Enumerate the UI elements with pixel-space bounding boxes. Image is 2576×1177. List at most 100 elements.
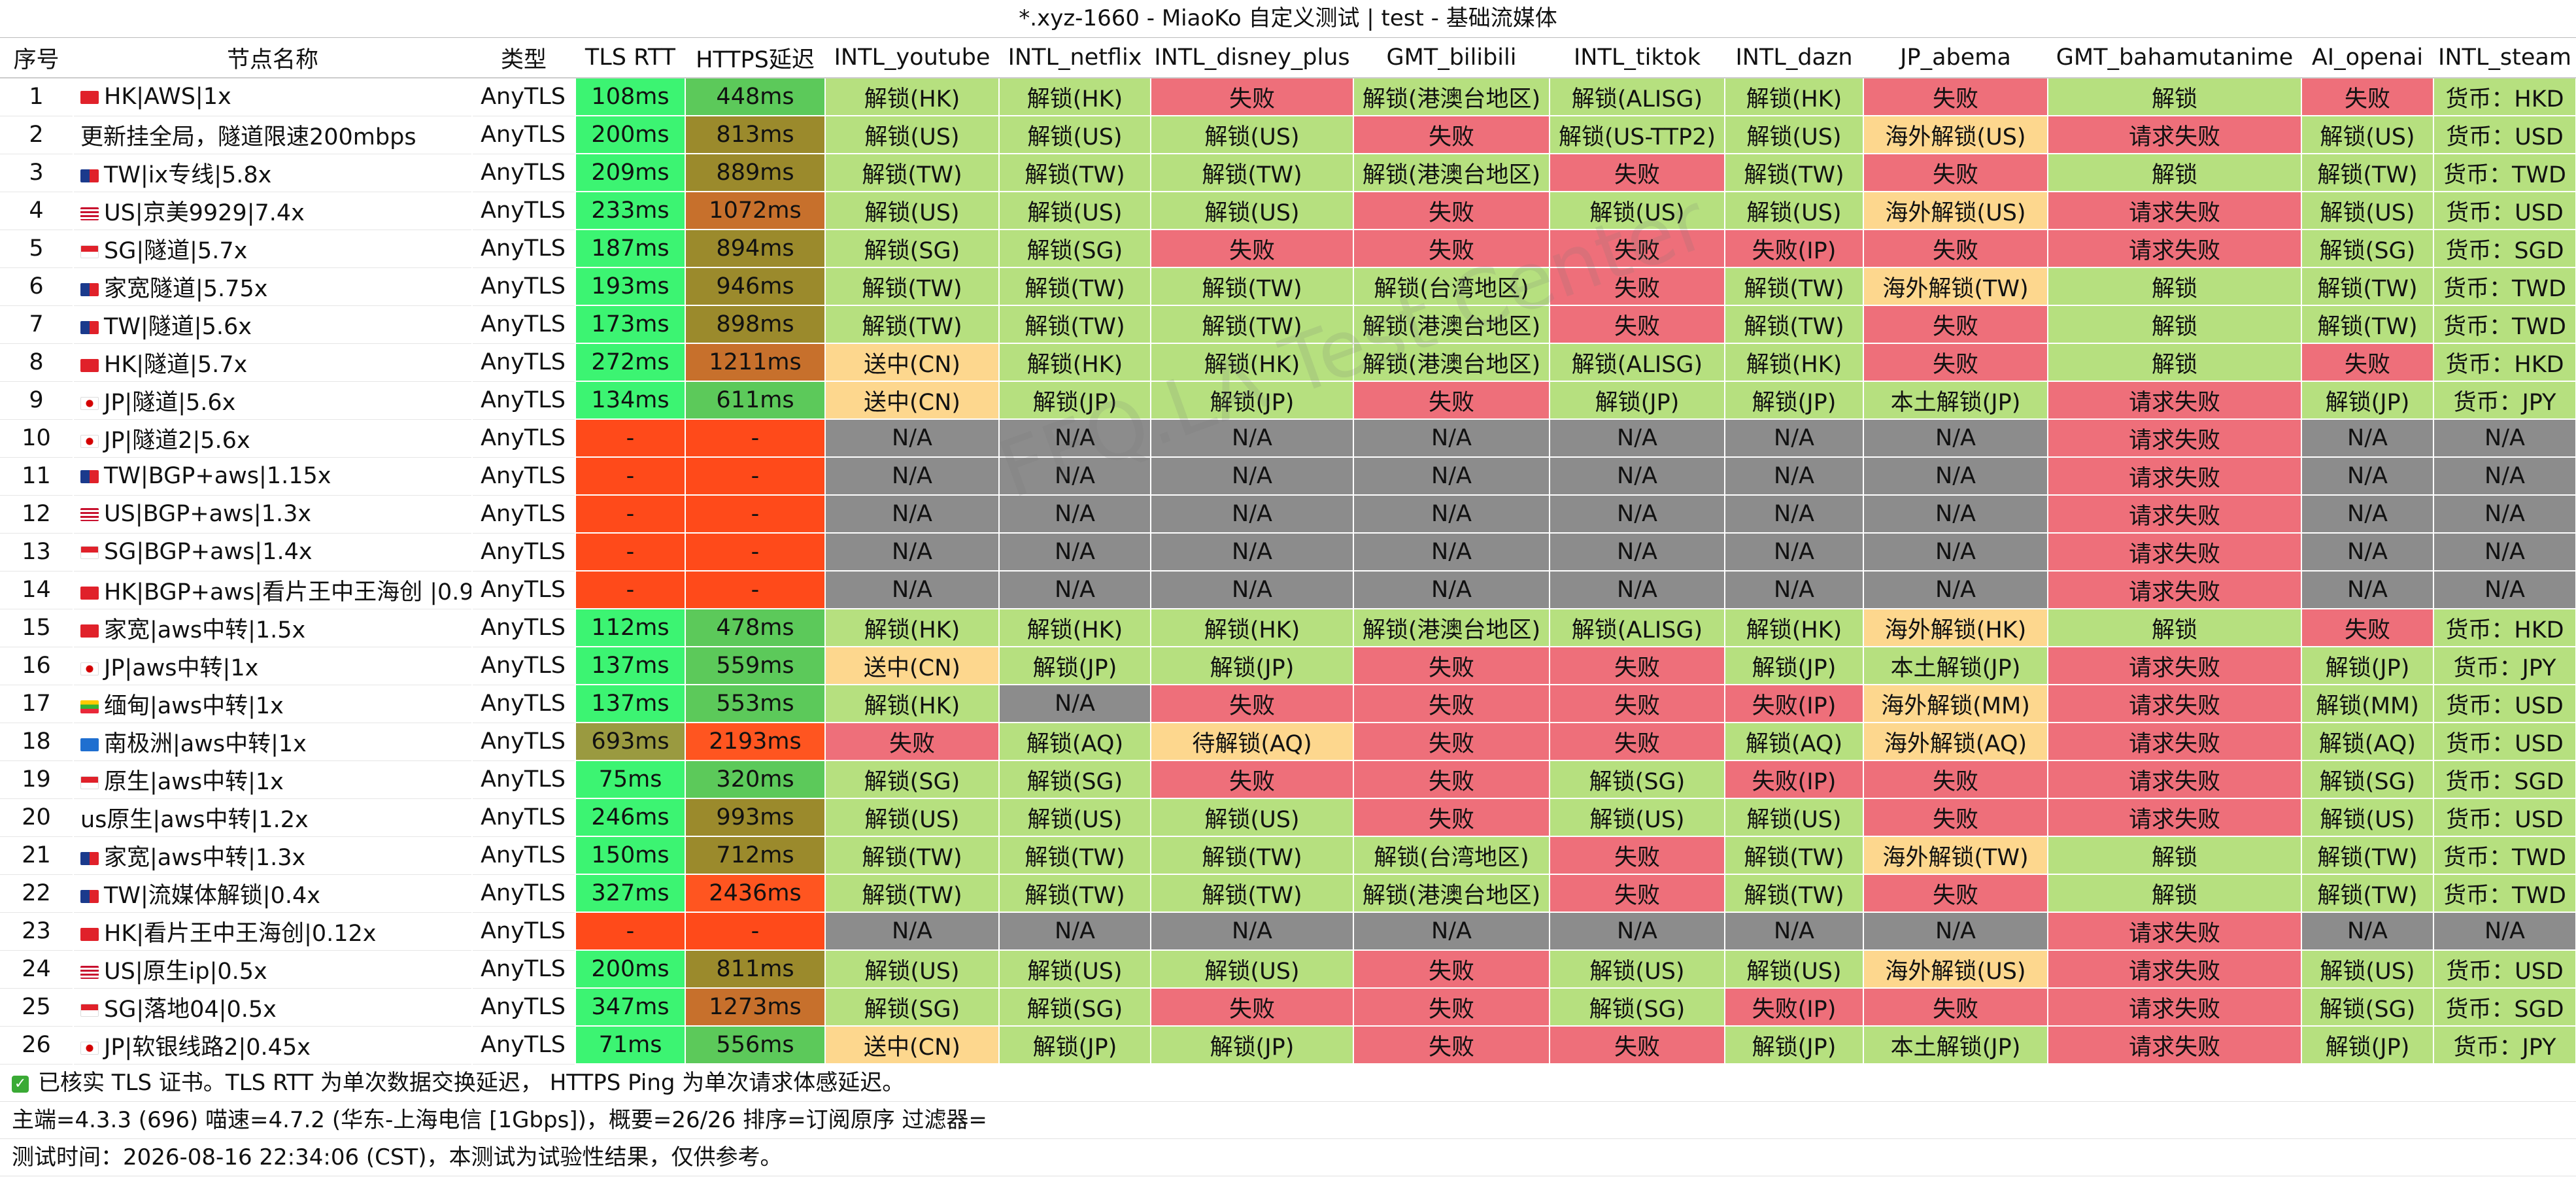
table-row[interactable]: 1 HK|AWS|1x AnyTLS 108ms 448ms 解锁(HK) 解锁(HK) 失败… (0, 78, 2576, 116)
result-cell: 失败 (1353, 192, 1550, 230)
https-latency-cell: 1273ms (685, 988, 826, 1027)
table-row[interactable]: 23 HK|看片王中王海创|0.12x AnyTLS - - N/A N/A N/A N/A N/… (0, 912, 2576, 951)
table-row[interactable]: 22 TW|流媒体解锁|0.4x AnyTLS 327ms 2436ms 解锁(TW) 解锁… (0, 874, 2576, 913)
table-row[interactable]: 13 SG|BGP+aws|1.4x AnyTLS - - N/A N/A N/A N/A N/A… (0, 533, 2576, 571)
node-name: US|京美9929|7.4x (104, 199, 305, 226)
column-header[interactable]: INTL_steam (2433, 38, 2576, 78)
result-cell: 解锁 (2048, 343, 2302, 382)
table-row[interactable]: 17 缅甸|aws中转|1x AnyTLS 137ms 553ms 解锁(HK) N/A 失败… (0, 685, 2576, 723)
table-row[interactable]: 7 TW|隧道|5.6x AnyTLS 173ms 898ms 解锁(TW) 解锁(TW) 解… (0, 305, 2576, 344)
column-header[interactable]: TLS RTT (575, 38, 686, 78)
column-header[interactable]: INTL_netflix (999, 38, 1151, 78)
result-cell: 解锁(US) (1550, 950, 1725, 989)
table-row[interactable]: 19 原生|aws中转|1x AnyTLS 75ms 320ms 解锁(SG) 解锁(SG)… (0, 760, 2576, 799)
column-header[interactable]: 类型 (472, 38, 576, 78)
column-header[interactable]: JP_abema (1863, 38, 2048, 78)
table-row[interactable]: 18 南极洲|aws中转|1x AnyTLS 693ms 2193ms 失败 解锁(AQ) 待… (0, 723, 2576, 761)
result-cell: 解锁(JP) (1151, 647, 1354, 685)
table-row[interactable]: 20 us原生|aws中转|1.2x AnyTLS 246ms 993ms 解锁(US) 解… (0, 798, 2576, 837)
table-row[interactable]: 16 JP|aws中转|1x AnyTLS 137ms 559ms 送中(CN) 解锁(JP… (0, 647, 2576, 685)
result-cell: 解锁(HK) (825, 685, 1000, 723)
result-cell: 解锁(US) (1151, 116, 1354, 154)
table-row[interactable]: 5 SG|隧道|5.7x AnyTLS 187ms 894ms 解锁(SG) 解锁(SG) 失… (0, 230, 2576, 268)
tls-rtt-cell: 272ms (575, 343, 686, 382)
result-cell: 解锁(SG) (1550, 760, 1725, 799)
https-latency-cell: 556ms (685, 1026, 826, 1065)
row-index: 5 (0, 230, 74, 268)
result-cell: N/A (1550, 533, 1725, 571)
column-header[interactable]: 序号 (0, 38, 74, 78)
result-cell: 解锁(HK) (1725, 609, 1864, 647)
result-cell: 解锁 (2048, 78, 2302, 116)
row-index: 11 (0, 457, 74, 496)
table-row[interactable]: 25 SG|落地04|0.5x AnyTLS 347ms 1273ms 解锁(SG) 解锁(… (0, 988, 2576, 1027)
table-row[interactable]: 26 JP|软银线路2|0.45x AnyTLS 71ms 556ms 送中(CN) 解锁(… (0, 1026, 2576, 1065)
result-cell: 解锁(HK) (999, 343, 1151, 382)
table-row[interactable]: 15 家宽|aws中转|1.5x AnyTLS 112ms 478ms 解锁(HK) 解锁(… (0, 609, 2576, 647)
table-row[interactable]: 11 TW|BGP+aws|1.15x AnyTLS - - N/A N/A N/A N/A N/… (0, 457, 2576, 496)
tls-rtt-cell: - (575, 912, 686, 951)
node-type: AnyTLS (472, 305, 576, 344)
column-header[interactable]: GMT_bahamutanime (2048, 38, 2302, 78)
result-cell: N/A (825, 419, 1000, 458)
node-name: SG|隧道|5.7x (104, 237, 248, 264)
node-name-cell: TW|流媒体解锁|0.4x (73, 874, 473, 913)
row-index: 12 (0, 495, 74, 534)
table-row[interactable]: 14 HK|BGP+aws|看片王中王海创 |0.9x AnyTLS - - N/A N/A… (0, 571, 2576, 609)
table-row[interactable]: 21 家宽|aws中转|1.3x AnyTLS 150ms 712ms 解锁(TW) 解锁(… (0, 836, 2576, 875)
table-row[interactable]: 3 TW|ix专线|5.8x AnyTLS 209ms 889ms 解锁(TW) 解锁(TW… (0, 154, 2576, 192)
result-cell: N/A (2433, 457, 2576, 496)
column-header[interactable]: AI_openai (2301, 38, 2434, 78)
https-latency-cell: 811ms (685, 950, 826, 989)
result-cell: 解锁(TW) (1725, 267, 1864, 306)
result-cell: 失败 (1353, 230, 1550, 268)
table-row[interactable]: 8 HK|隧道|5.7x AnyTLS 272ms 1211ms 送中(CN) 解锁(HK)… (0, 343, 2576, 382)
result-cell: 解锁(JP) (999, 647, 1151, 685)
column-header[interactable]: HTTPS延迟 (685, 38, 826, 78)
result-cell: N/A (825, 912, 1000, 951)
column-header[interactable]: GMT_bilibili (1353, 38, 1550, 78)
result-cell: 解锁(US) (2301, 116, 2434, 154)
table-row[interactable]: 2 更新挂全局，隧道限速200mbps AnyTLS 200ms 813ms 解锁(US)… (0, 116, 2576, 154)
row-index: 17 (0, 685, 74, 723)
table-row[interactable]: 12 US|BGP+aws|1.3x AnyTLS - - N/A N/A N/A N/A N/A… (0, 495, 2576, 534)
result-cell: 解锁(US) (825, 798, 1000, 837)
table-row[interactable]: 9 JP|隧道|5.6x AnyTLS 134ms 611ms 送中(CN) 解锁(JP) 解… (0, 381, 2576, 420)
column-header[interactable]: 节点名称 (73, 38, 473, 78)
result-cell: 失败 (825, 723, 1000, 761)
result-cell: 解锁(JP) (1725, 381, 1864, 420)
result-cell: 失败 (1151, 988, 1354, 1027)
node-name: 家宽|aws中转|1.5x (104, 617, 306, 643)
result-cell: 解锁(HK) (1151, 343, 1354, 382)
flag-sg-icon (80, 546, 99, 559)
result-cell: N/A (999, 912, 1151, 951)
node-type: AnyTLS (472, 798, 576, 837)
column-header[interactable]: INTL_dazn (1725, 38, 1864, 78)
flag-jp-icon (80, 662, 99, 675)
result-cell: 失败 (1863, 760, 2048, 799)
tls-rtt-cell: 246ms (575, 798, 686, 837)
column-header[interactable]: INTL_tiktok (1550, 38, 1725, 78)
table-row[interactable]: 24 US|原生ip|0.5x AnyTLS 200ms 811ms 解锁(US) 解锁(U… (0, 950, 2576, 989)
column-header[interactable]: INTL_youtube (825, 38, 1000, 78)
row-index: 4 (0, 192, 74, 230)
table-row[interactable]: 4 US|京美9929|7.4x AnyTLS 233ms 1072ms 解锁(US) 解锁… (0, 192, 2576, 230)
result-cell: 货币：JPY (2433, 381, 2576, 420)
flag-aq-icon (80, 738, 99, 751)
table-row[interactable]: 6 家宽隧道|5.75x AnyTLS 193ms 946ms 解锁(TW) 解锁(TW) 解… (0, 267, 2576, 306)
result-cell: 解锁(港澳台地区) (1353, 154, 1550, 192)
node-name: HK|看片王中王海创|0.12x (104, 920, 377, 947)
result-cell: 解锁(MM) (2301, 685, 2434, 723)
result-cell: 失败 (1353, 685, 1550, 723)
row-index: 18 (0, 723, 74, 761)
tls-rtt-cell: 347ms (575, 988, 686, 1027)
result-cell: 失败 (1151, 760, 1354, 799)
result-cell: N/A (1353, 419, 1550, 458)
flag-mm-icon (80, 700, 99, 713)
node-type: AnyTLS (472, 1026, 576, 1065)
column-header[interactable]: INTL_disney_plus (1151, 38, 1354, 78)
table-row[interactable]: 10 JP|隧道2|5.6x AnyTLS - - N/A N/A N/A N/A N/A N/A N… (0, 419, 2576, 458)
flag-sg-icon (80, 776, 99, 789)
result-cell: 请求失败 (2048, 988, 2302, 1027)
result-cell: N/A (1863, 533, 2048, 571)
